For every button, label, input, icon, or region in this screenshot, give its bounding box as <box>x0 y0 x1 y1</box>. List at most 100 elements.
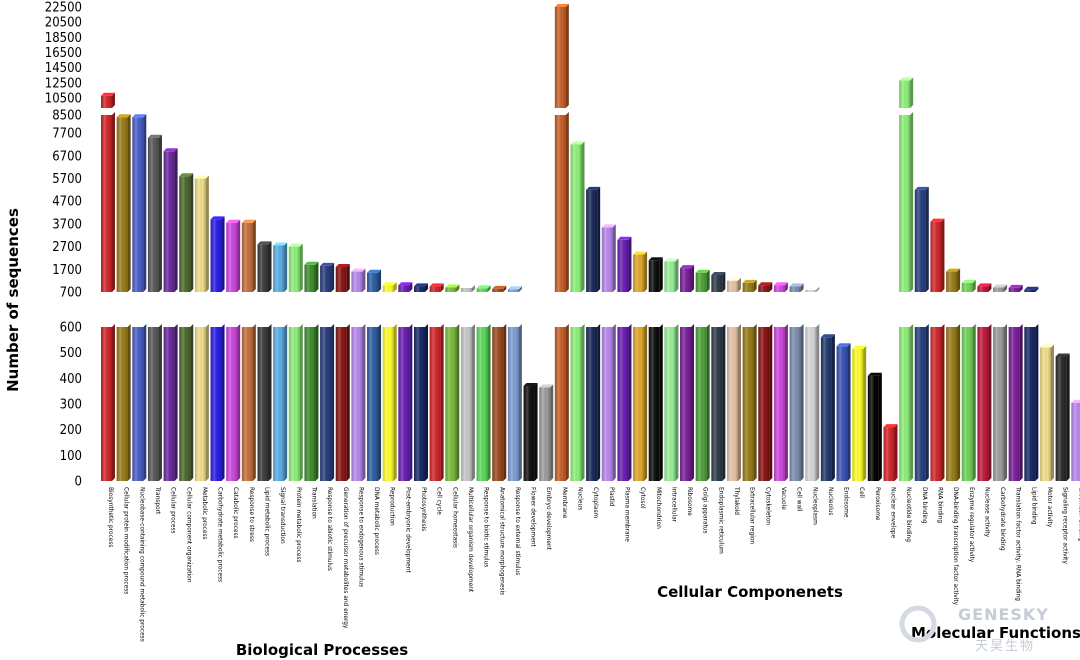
category-label: Anatomical structure morphogenesis <box>498 487 506 595</box>
category-label: Nuclear envelope <box>890 487 898 539</box>
bar <box>507 286 522 481</box>
bar <box>414 283 428 481</box>
bar <box>398 282 413 481</box>
bar <box>1055 353 1070 481</box>
bar <box>226 219 241 481</box>
bar <box>742 279 757 481</box>
bar <box>1024 286 1039 481</box>
genesky-watermark: GENESKY 天昊生物 <box>899 605 1049 654</box>
category-label: Post-embryonic development <box>404 487 412 573</box>
bar <box>257 241 272 481</box>
category-label: Lipid binding <box>1030 487 1038 525</box>
bar <box>727 277 741 481</box>
bar <box>1040 344 1054 481</box>
category-label: Peroxisome <box>874 487 882 521</box>
bar <box>633 251 648 481</box>
y-tick-label: 200 <box>60 423 82 438</box>
category-label: Cellular homeostasis <box>451 487 459 548</box>
bar <box>335 264 350 481</box>
bar <box>1071 399 1080 481</box>
category-label: Signal transduction <box>279 487 287 544</box>
bar <box>867 372 882 481</box>
category-label: Signaling receptor activity <box>1062 487 1070 564</box>
group-labels: Biological Processes Cellular Componenets… <box>236 583 1080 659</box>
category-label: Cytoskeleton <box>764 487 772 525</box>
bar <box>586 186 601 481</box>
bar <box>492 285 507 481</box>
y-tick-label: 0 <box>75 475 82 490</box>
category-label: Biosynthetic process <box>107 487 115 547</box>
y-tick-label: 16500 <box>45 46 82 61</box>
category-label: Nucleotide binding <box>905 487 913 542</box>
bar <box>382 282 397 481</box>
category-label: Endoplasmic reticulum <box>717 487 725 554</box>
category-label: Translation factor activity, RNA binding <box>1015 486 1023 601</box>
bar <box>241 219 256 481</box>
bars <box>101 4 1080 481</box>
category-label: Plastid <box>608 487 616 507</box>
group-label: Cellular Componenets <box>657 583 843 601</box>
category-label: Translation <box>310 486 318 519</box>
bar <box>101 92 115 481</box>
bar <box>711 271 726 481</box>
watermark-cn: 天昊生物 <box>975 639 1035 654</box>
category-label: Nucleus <box>577 487 585 510</box>
category-label: Golgi apparatus <box>702 487 710 534</box>
bar <box>194 175 209 481</box>
y-tick-label: 8500 <box>52 109 82 124</box>
bar <box>476 285 491 481</box>
category-label: Multicellular organism development <box>467 487 475 593</box>
bar <box>539 384 554 481</box>
bar <box>789 283 804 481</box>
category-label: Transport <box>154 486 162 515</box>
bar <box>836 343 851 481</box>
category-label: Response to external stimulus <box>514 487 522 575</box>
bar <box>210 216 225 481</box>
bar <box>367 269 382 481</box>
category-label: Response to endogenous stimulus <box>357 487 365 587</box>
y-tick-label: 100 <box>60 449 82 464</box>
category-label: Catabolic process <box>232 487 240 539</box>
category-label: Flower development <box>530 487 538 547</box>
category-label: Embryo development <box>545 487 553 551</box>
bar <box>993 284 1008 481</box>
category-label: Response to biotic stimulus <box>483 487 491 567</box>
category-label: DNA-binding transcription factor activit… <box>952 487 960 606</box>
y-tick-label: 6700 <box>52 149 82 164</box>
bar <box>946 268 961 481</box>
category-label: Thylakoid <box>733 486 741 515</box>
watermark-brand: GENESKY <box>958 605 1049 624</box>
category-label: Cellular component organization <box>185 487 193 583</box>
bar <box>116 114 131 481</box>
category-label: Nuclease activity <box>983 487 991 538</box>
category-label: Carbohydrate metabolic process <box>217 487 225 582</box>
y-tick-label: 1700 <box>52 263 82 278</box>
category-label: Enzyme regulator activity <box>968 487 976 563</box>
category-labels: Biosynthetic process Cellular protein mod… <box>107 486 1080 642</box>
category-label: Endosome <box>843 487 851 518</box>
y-tick-label: 4700 <box>52 195 82 210</box>
group-label: Biological Processes <box>236 641 408 659</box>
bar <box>680 265 695 481</box>
bar <box>899 77 914 481</box>
y-tick-label: 10500 <box>45 92 82 107</box>
category-label: Vacuole <box>780 487 788 510</box>
category-label: Mitochondrion <box>655 487 663 529</box>
bar <box>695 269 710 481</box>
bar <box>1008 284 1023 481</box>
category-label: Generation of precursor metabolites and … <box>342 487 350 629</box>
genesky-logo-icon <box>899 605 937 643</box>
category-label: Nucleobase-containing compound metabolic… <box>138 487 146 642</box>
bar <box>163 148 178 481</box>
bar <box>773 282 788 481</box>
category-label: Carbohydrate binding <box>999 487 1007 551</box>
category-label: Photosynthesis <box>420 487 428 531</box>
bar <box>288 243 303 481</box>
category-label: Membrane <box>561 487 569 519</box>
bar <box>147 134 162 481</box>
bar <box>554 4 569 481</box>
bar <box>852 345 867 481</box>
bar <box>523 383 538 481</box>
bar <box>805 286 820 481</box>
category-label: Reproduction <box>389 487 397 526</box>
